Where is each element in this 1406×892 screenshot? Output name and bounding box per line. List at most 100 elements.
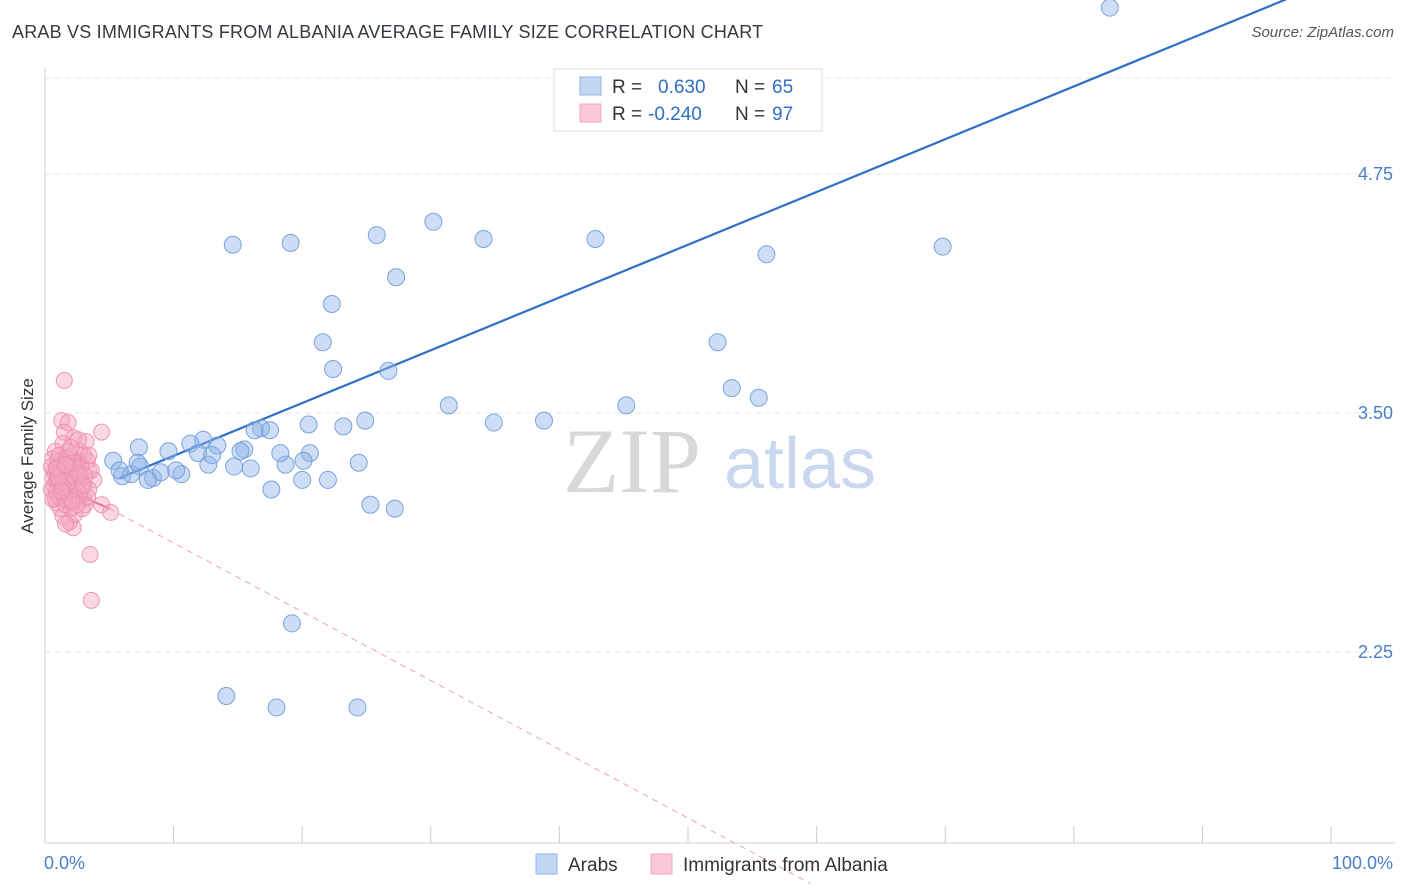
bottom-legend-swatch-arabs <box>535 853 558 875</box>
point-arabs-19 <box>379 361 398 380</box>
point-arabs-4 <box>367 226 386 245</box>
point-arabs-36 <box>199 455 218 474</box>
trend-line-0-0 <box>119 0 1288 480</box>
legend-swatch-arabs <box>579 76 602 96</box>
point-albania-54 <box>81 545 99 563</box>
point-arabs-22 <box>534 411 553 430</box>
point-albania-55 <box>82 591 100 609</box>
point-albania-95 <box>62 438 80 456</box>
point-arabs-26 <box>276 455 295 474</box>
point-arabs-2 <box>424 212 443 231</box>
watermark-zip: ZIP <box>563 410 701 512</box>
point-arabs-45 <box>361 495 380 514</box>
point-arabs-37 <box>225 457 244 476</box>
point-arabs-38 <box>245 421 264 440</box>
point-albania-0 <box>55 371 73 389</box>
watermark-atlas: atlas <box>724 424 876 504</box>
data-points <box>42 0 1119 717</box>
chart-title: ARAB VS IMMIGRANTS FROM ALBANIA AVERAGE … <box>12 22 764 42</box>
legend-r-label-arabs: R = <box>612 77 642 98</box>
y-tick-label-2: 4.75 <box>1358 164 1393 184</box>
x-tick-labels: 0.0% 100.0% <box>44 853 1393 873</box>
point-arabs-58 <box>110 461 129 480</box>
point-arabs-3 <box>281 233 300 252</box>
point-arabs-63 <box>348 698 367 717</box>
point-albania-94 <box>57 456 75 474</box>
point-arabs-52 <box>122 465 141 484</box>
point-arabs-21 <box>484 413 503 432</box>
point-arabs-51 <box>104 451 123 470</box>
point-arabs-5 <box>474 230 493 249</box>
point-arabs-25 <box>749 388 768 407</box>
point-arabs-30 <box>181 434 200 453</box>
point-arabs-16 <box>349 453 368 472</box>
source-label: Source: ZipAtlas.com <box>1251 24 1394 41</box>
legend-n-label-arabs: N = <box>735 77 765 98</box>
legend-n-label-albania: N = <box>735 104 765 125</box>
point-arabs-20 <box>439 396 458 415</box>
legend-r-label-albania: R = <box>612 104 642 125</box>
point-arabs-47 <box>334 417 353 436</box>
x-tick-label-min: 0.0% <box>44 853 85 873</box>
trend-line-1-1 <box>109 508 811 884</box>
point-arabs-54 <box>299 415 318 434</box>
point-arabs-48 <box>241 459 260 478</box>
point-arabs-7 <box>757 245 776 264</box>
point-arabs-61 <box>217 686 236 705</box>
point-arabs-46 <box>385 499 404 518</box>
point-arabs-62 <box>267 698 286 717</box>
y-tick-label-0: 2.25 <box>1358 642 1393 662</box>
point-arabs-44 <box>318 470 337 489</box>
point-arabs-60 <box>282 614 301 633</box>
point-arabs-42 <box>293 470 312 489</box>
legend-swatch-albania <box>579 103 602 123</box>
point-arabs-59 <box>231 442 250 461</box>
point-arabs-18 <box>324 360 343 379</box>
y-axis-label: Average Family Size <box>18 378 37 534</box>
point-arabs-31 <box>129 438 148 457</box>
point-arabs-15 <box>300 444 319 463</box>
point-albania-92 <box>48 459 66 477</box>
y-tick-label-1: 3.50 <box>1358 403 1393 423</box>
point-arabs-12 <box>387 268 406 287</box>
point-arabs-6 <box>586 230 605 249</box>
point-albania-91 <box>53 482 71 500</box>
legend-n-value-albania: 97 <box>772 104 793 125</box>
point-arabs-1 <box>1100 0 1119 17</box>
watermark: ZIP atlas <box>563 410 876 512</box>
point-arabs-56 <box>138 470 157 489</box>
point-albania-93 <box>69 465 87 483</box>
point-arabs-55 <box>203 446 222 465</box>
point-arabs-53 <box>167 461 186 480</box>
point-arabs-13 <box>708 333 727 352</box>
point-albania-43 <box>57 515 75 533</box>
point-arabs-24 <box>722 379 741 398</box>
point-arabs-57 <box>159 442 178 461</box>
bottom-legend: Arabs Immigrants from Albania <box>535 853 888 876</box>
legend-r-value-albania: -0.240 <box>648 104 702 125</box>
point-albania-96 <box>80 446 98 464</box>
point-albania-53 <box>102 503 120 521</box>
point-arabs-11 <box>313 333 332 352</box>
legend-n-value-arabs: 65 <box>772 77 793 98</box>
point-albania-9 <box>93 423 111 441</box>
point-arabs-39 <box>261 421 280 440</box>
point-arabs-40 <box>271 444 290 463</box>
point-arabs-9 <box>223 235 242 254</box>
point-arabs-10 <box>322 295 341 314</box>
point-arabs-23 <box>617 396 636 415</box>
point-albania-2 <box>59 414 77 432</box>
bottom-legend-label-arabs: Arabs <box>568 855 618 876</box>
point-arabs-41 <box>294 451 313 470</box>
point-arabs-17 <box>356 411 375 430</box>
x-tick-label-max: 100.0% <box>1332 853 1393 873</box>
y-tick-labels: 2.253.504.756.00 <box>1358 164 1393 662</box>
bottom-legend-swatch-albania <box>650 853 673 875</box>
point-arabs-64 <box>128 453 147 472</box>
legend-r-value-arabs: 0.630 <box>658 77 706 98</box>
point-arabs-43 <box>262 480 281 499</box>
gridlines <box>45 77 1395 653</box>
point-arabs-14 <box>252 419 271 438</box>
bottom-legend-label-albania: Immigrants from Albania <box>683 855 888 876</box>
